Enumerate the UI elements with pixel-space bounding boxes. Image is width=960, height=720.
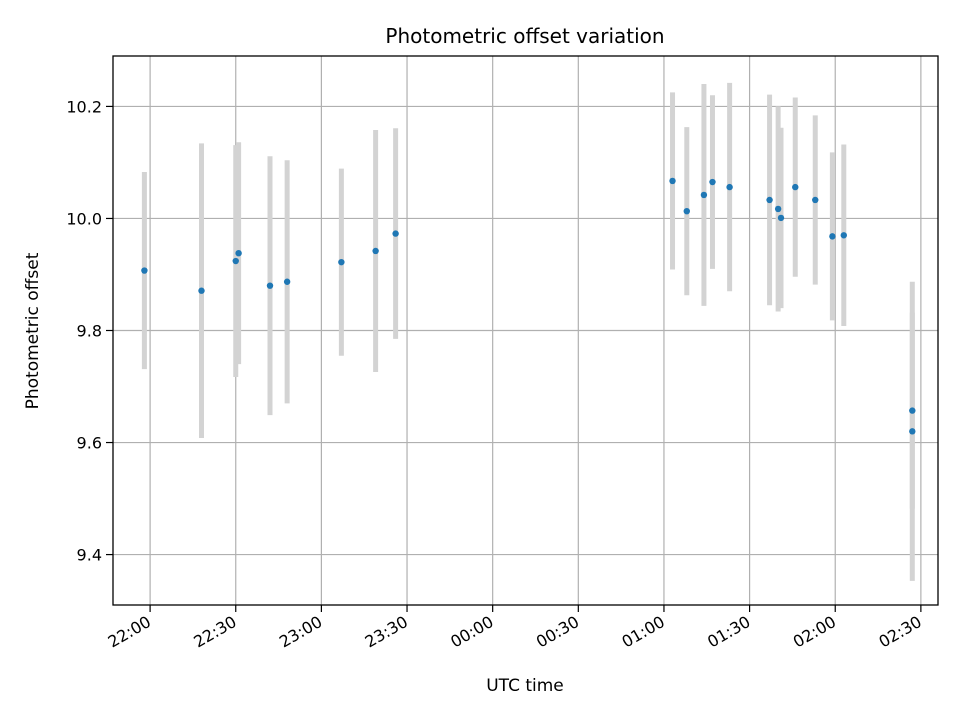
data-points <box>141 177 916 435</box>
data-point <box>909 428 916 435</box>
data-point <box>840 232 847 239</box>
data-point <box>141 267 148 274</box>
data-point <box>812 196 819 204</box>
grid <box>113 56 938 605</box>
data-point <box>709 178 716 186</box>
data-point <box>683 207 690 215</box>
data-point <box>338 258 345 266</box>
data-point <box>777 214 785 222</box>
y-tick-label: 9.8 <box>77 322 102 341</box>
data-point <box>909 407 916 414</box>
data-point <box>700 191 708 199</box>
x-axis-label: UTC time <box>486 676 564 696</box>
y-tick-label: 10.2 <box>66 97 102 116</box>
data-point <box>829 233 836 240</box>
data-point <box>669 177 676 185</box>
data-point <box>774 205 782 213</box>
y-axis-label: Photometric offset <box>23 252 43 409</box>
data-point <box>392 230 399 237</box>
data-point <box>372 247 379 255</box>
data-point <box>235 249 242 257</box>
data-point <box>283 278 291 285</box>
data-point <box>198 287 205 294</box>
data-point <box>232 257 239 265</box>
chart-title: Photometric offset variation <box>385 24 664 48</box>
data-point <box>766 196 773 204</box>
y-tick-label: 9.6 <box>77 434 102 453</box>
data-point <box>792 183 799 191</box>
y-axis: 9.4 9.6 9.8 10.0 10.2 <box>66 97 113 565</box>
data-point <box>266 282 274 289</box>
y-tick-label: 9.4 <box>77 546 102 565</box>
y-tick-label: 10.0 <box>66 209 102 228</box>
data-point <box>726 183 733 191</box>
